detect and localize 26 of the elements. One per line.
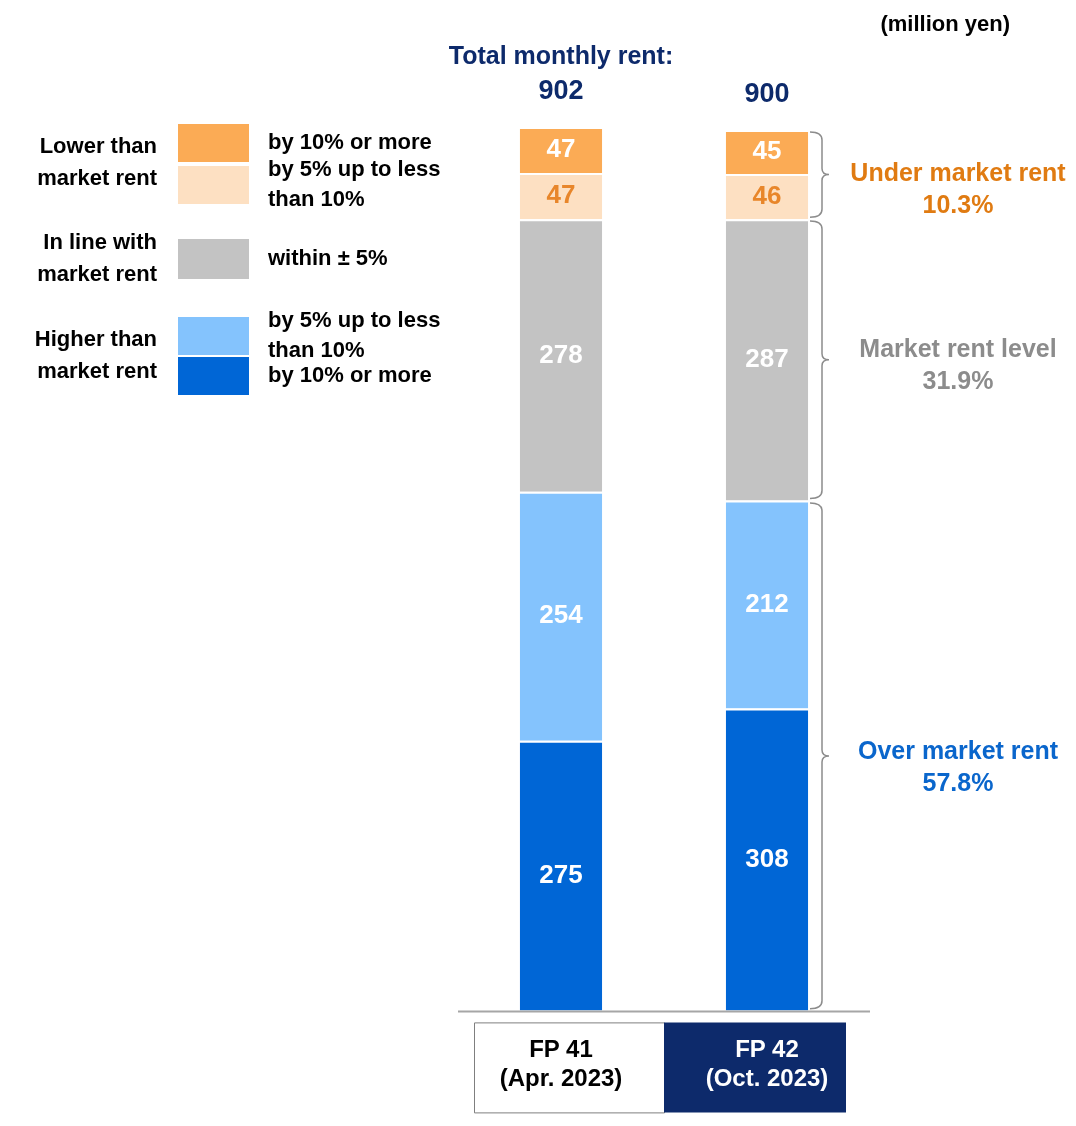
- data-label: 45: [752, 135, 782, 166]
- x-tick-label: FP 42 (Oct. 2023): [705, 1035, 829, 1092]
- annotation: Under market rent 10.3%: [850, 157, 1067, 218]
- text: Lower than market rent: [37, 133, 158, 191]
- data-label: 254: [539, 599, 584, 630]
- legend-label: by 10% or more: [268, 362, 432, 388]
- chart-title: Total monthly rent:: [448, 40, 674, 69]
- text: Higher than market rent: [34, 326, 158, 384]
- total-label: 902: [538, 75, 584, 106]
- legend-label: within ± 5%: [267, 245, 388, 271]
- annotation: Over market rent 57.8%: [857, 735, 1059, 796]
- x-tick-label: FP 41 (Apr. 2023): [499, 1035, 623, 1092]
- legend-label: by 10% or more: [268, 129, 432, 155]
- text: (million yen): [880, 11, 1010, 37]
- annotation: Market rent level 31.9%: [859, 333, 1057, 394]
- data-label: 47: [546, 133, 576, 164]
- data-label: 47: [546, 179, 576, 210]
- data-label: 275: [539, 858, 583, 889]
- data-label: 308: [745, 842, 789, 873]
- text: In line with market rent: [37, 229, 158, 287]
- data-label: 278: [539, 338, 583, 369]
- legend-label: by 5% up to less than 10%: [268, 156, 441, 212]
- data-label: 46: [752, 179, 782, 210]
- total-label: 900: [744, 78, 790, 109]
- data-label: 212: [745, 587, 789, 618]
- data-label: 287: [745, 343, 789, 374]
